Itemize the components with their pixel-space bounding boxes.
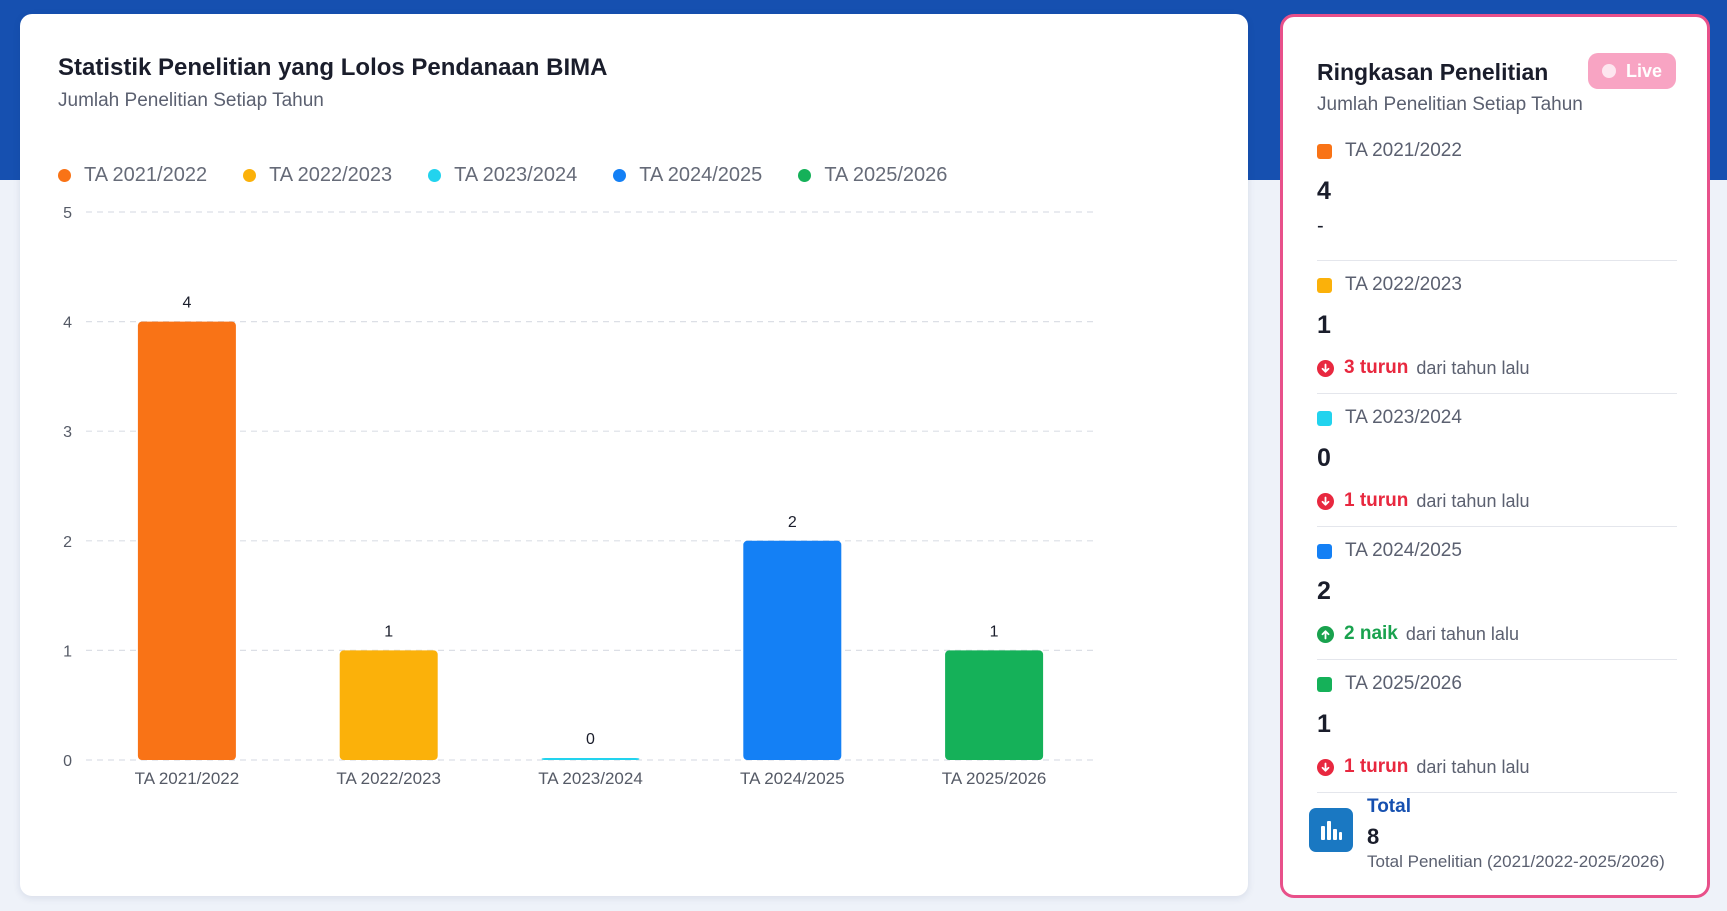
color-square-icon (1317, 676, 1332, 692)
live-label: Live (1625, 60, 1663, 81)
legend-item-2025[interactable]: TA 2025/2026 (798, 164, 947, 187)
bar-chart: 0 1 2 3 4 5 4 TA 2021/2022 1 TA 2022/2023 0 TA 2023… (63, 205, 1095, 788)
bar (541, 758, 640, 760)
change-text: dari tahun lalu (1416, 357, 1530, 378)
legend-item-2024[interactable]: TA 2024/2025 (613, 164, 762, 187)
arrow-down-circle-icon (1317, 758, 1334, 776)
summary-item-2022: TA 2022/2023 1 3 turun dari tahun lalu (1317, 261, 1677, 394)
summary-item-label: TA 2022/2023 (1345, 274, 1462, 295)
summary-subtitle: Jumlah Penelitian Setiap Tahun (1317, 94, 1583, 115)
color-square-icon (1317, 410, 1332, 426)
legend-item-2021[interactable]: TA 2021/2022 (58, 164, 207, 187)
legend-dot (58, 168, 71, 182)
live-indicator-icon (1601, 64, 1616, 78)
x-tick-label: TA 2025/2026 (942, 769, 1047, 788)
color-square-icon (1317, 543, 1332, 559)
x-tick-label: TA 2021/2022 (135, 769, 240, 788)
x-tick-label: TA 2022/2023 (336, 769, 441, 788)
summary-item-2023: TA 2023/2024 0 1 turun dari tahun lalu (1317, 394, 1677, 527)
chart-card: Statistik Penelitian yang Lolos Pendanaa… (20, 14, 1248, 896)
legend-dot (613, 168, 627, 182)
summary-panel: Ringkasan Penelitian Jumlah Penelitian S… (1280, 14, 1710, 898)
summary-item-label: TA 2024/2025 (1345, 540, 1462, 561)
summary-item-value: 4 (1317, 177, 1331, 205)
arrow-down-circle-icon (1317, 359, 1334, 377)
y-tick-label: 4 (63, 315, 72, 332)
change-text: dari tahun lalu (1405, 623, 1519, 644)
chart-legend: TA 2021/2022 TA 2022/2023 TA 2023/2024 T… (58, 160, 983, 190)
summary-item-label: TA 2025/2026 (1345, 673, 1462, 694)
bar (339, 650, 438, 760)
summary-item-value: 1 (1317, 710, 1331, 738)
legend-label: TA 2021/2022 (84, 163, 208, 186)
bar (137, 321, 236, 760)
legend-item-2023[interactable]: TA 2023/2024 (428, 164, 577, 187)
color-square-icon (1317, 277, 1332, 293)
summary-item-label: TA 2023/2024 (1345, 407, 1462, 428)
summary-item-change: 2 naik dari tahun lalu (1317, 621, 1677, 647)
bar-value-label: 0 (586, 731, 595, 748)
summary-item-change: 1 turun dari tahun lalu (1317, 488, 1677, 514)
legend-label: TA 2022/2023 (269, 163, 393, 186)
color-square-icon (1317, 143, 1332, 159)
summary-item-change: 3 turun dari tahun lalu (1317, 355, 1677, 381)
legend-label: TA 2024/2025 (639, 163, 763, 186)
change-amount: 2 naik (1344, 623, 1398, 644)
bar-value-label: 4 (182, 295, 191, 312)
chart-title: Statistik Penelitian yang Lolos Pendanaa… (58, 54, 608, 81)
chart-subtitle: Jumlah Penelitian Setiap Tahun (58, 90, 324, 111)
total-summary: Total 8 Total Penelitian (2021/2022-2025… (1309, 794, 1709, 874)
change-amount: 1 turun (1344, 490, 1409, 511)
y-tick-label: 3 (63, 424, 72, 441)
y-tick-label: 5 (63, 205, 72, 222)
y-tick-label: 0 (63, 753, 72, 770)
x-tick-label: TA 2024/2025 (740, 769, 845, 788)
legend-dot (243, 168, 257, 182)
bar (743, 540, 842, 760)
change-text: dari tahun lalu (1416, 756, 1530, 777)
summary-list: TA 2021/2022 4 - TA 2022/2023 1 3 turun … (1317, 137, 1677, 793)
summary-item-2024: TA 2024/2025 2 2 naik dari tahun lalu (1317, 527, 1677, 660)
summary-item-change: 1 turun dari tahun lalu (1317, 754, 1677, 780)
x-tick-label: TA 2023/2024 (538, 769, 643, 788)
bar-value-label: 1 (384, 623, 393, 640)
change-amount: 3 turun (1344, 357, 1409, 378)
total-value: 8 (1367, 824, 1380, 849)
legend-dot (798, 168, 812, 182)
live-badge: Live (1588, 53, 1676, 89)
summary-item-2021: TA 2021/2022 4 - (1317, 137, 1677, 261)
summary-item-value: 0 (1317, 444, 1331, 472)
bar (945, 650, 1044, 760)
total-note: Total Penelitian (2021/2022-2025/2026) (1367, 852, 1665, 871)
summary-item-label: TA 2021/2022 (1345, 140, 1462, 161)
legend-dot (428, 168, 442, 182)
y-tick-label: 2 (63, 534, 72, 551)
summary-item-no-change: - (1317, 215, 1324, 237)
change-amount: 1 turun (1344, 756, 1409, 777)
legend-item-2022[interactable]: TA 2022/2023 (243, 164, 392, 187)
bar-chart-icon (1309, 808, 1353, 852)
summary-item-2025: TA 2025/2026 1 1 turun dari tahun lalu (1317, 660, 1677, 793)
arrow-up-circle-icon (1317, 625, 1334, 643)
legend-label: TA 2023/2024 (454, 163, 578, 186)
y-tick-label: 1 (63, 643, 72, 660)
summary-item-value: 1 (1317, 311, 1331, 339)
bar-value-label: 1 (990, 623, 999, 640)
total-label: Total (1367, 796, 1411, 817)
summary-item-value: 2 (1317, 577, 1331, 605)
change-text: dari tahun lalu (1416, 490, 1530, 511)
arrow-down-circle-icon (1317, 492, 1334, 510)
bar-value-label: 2 (788, 514, 797, 531)
legend-label: TA 2025/2026 (824, 163, 948, 186)
summary-title: Ringkasan Penelitian (1317, 59, 1549, 85)
